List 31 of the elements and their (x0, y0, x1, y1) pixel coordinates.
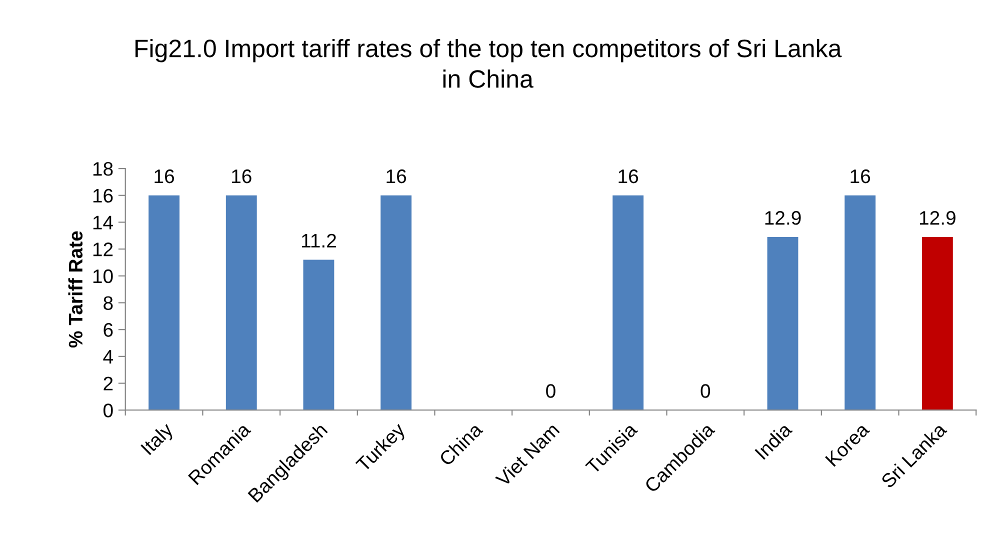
bar (922, 236, 953, 410)
data-label: 16 (618, 169, 638, 184)
data-label: 16 (154, 169, 174, 184)
bar (612, 195, 644, 410)
y-tick-label: 2 (104, 376, 113, 390)
data-label: 0 (700, 384, 710, 398)
y-tick-label: 4 (103, 350, 113, 364)
chart-title: Fig21.0 Import tariff rates of the top ten competitors of Sri Lanka in China (136, 38, 842, 88)
y-tick-label: 18 (93, 162, 113, 176)
y-tick-label: 12 (93, 242, 113, 256)
data-label: 16 (232, 169, 252, 184)
data-label: 12.9 (920, 211, 956, 225)
y-tick-label: 0 (104, 404, 113, 418)
data-label: 0 (546, 384, 556, 398)
y-tick-label: 16 (93, 188, 113, 203)
bar (380, 195, 412, 410)
bar (226, 195, 257, 410)
y-tick-label: 14 (93, 216, 113, 230)
y-axis-title: % Tariff Rate (68, 231, 83, 348)
data-label: 16 (386, 169, 406, 184)
y-tick-label: 6 (104, 323, 113, 337)
bar (767, 236, 798, 410)
y-tick-label: 8 (104, 296, 113, 310)
data-label: 12.9 (765, 211, 801, 225)
bar (148, 195, 180, 410)
data-label: 11.2 (302, 234, 336, 248)
data-label: 16 (850, 169, 870, 184)
bar (303, 260, 334, 410)
x-tick-label: Italy (140, 421, 177, 458)
bar (844, 195, 876, 410)
y-tick-label: 10 (93, 269, 113, 284)
